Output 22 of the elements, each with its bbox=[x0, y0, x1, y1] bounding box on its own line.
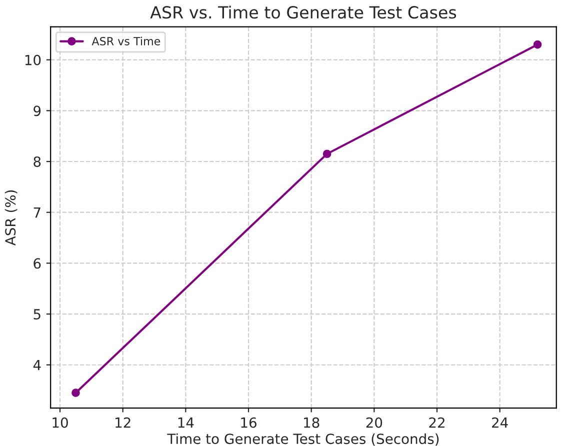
legend-label: ASR vs Time bbox=[92, 36, 160, 46]
point bbox=[322, 150, 332, 158]
y-axis-title: ASR (%) bbox=[4, 190, 18, 246]
x-tick-label: 18 bbox=[304, 417, 320, 428]
y-tick-label: 8 bbox=[34, 156, 41, 167]
x-tick-label: 12 bbox=[116, 417, 130, 428]
chart-title: ASR vs. Time to Generate Test Cases bbox=[150, 6, 456, 19]
x-tick-label: 10 bbox=[52, 417, 68, 428]
y-tick-label: 10 bbox=[25, 54, 41, 66]
x-tick-label: 14 bbox=[178, 418, 194, 428]
point bbox=[72, 388, 80, 398]
x-tick-label: 22 bbox=[429, 417, 444, 428]
x-tick-label: 16 bbox=[241, 417, 256, 428]
y-tick-label: 9 bbox=[34, 106, 41, 116]
y-tick-label: 5 bbox=[34, 309, 40, 320]
x-axis-title: Time to Generate Test Cases (Seconds) bbox=[167, 433, 439, 446]
x-tick-label: 24 bbox=[492, 417, 508, 428]
x-tick-label: 20 bbox=[366, 417, 382, 428]
y-tick-label: 6 bbox=[34, 258, 41, 269]
y-tick-label: 4 bbox=[33, 360, 41, 370]
y-tick-label: 7 bbox=[34, 207, 40, 218]
point bbox=[533, 40, 542, 49]
